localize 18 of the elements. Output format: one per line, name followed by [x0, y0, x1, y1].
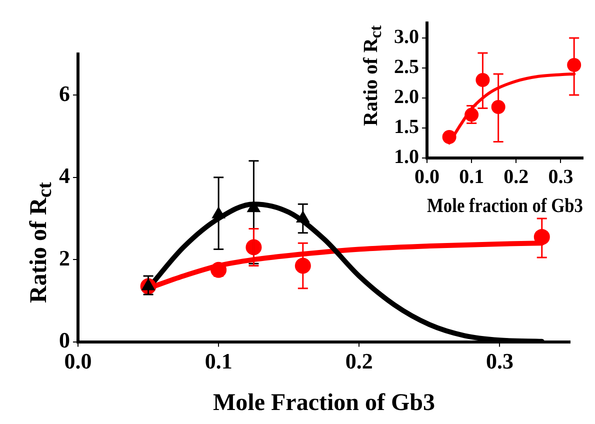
x-axis-title: Mole fraction of Gb3: [427, 195, 583, 218]
y-tick-label: 6: [59, 80, 70, 106]
x-tick-label: 0.3: [486, 348, 514, 374]
y-tick-label: 4: [59, 163, 70, 188]
y-tick-label: 3.0: [394, 26, 419, 48]
y-tick-label: 2: [59, 245, 70, 270]
x-tick-label: 0.0: [414, 166, 440, 188]
y-tick-label: 2.5: [394, 56, 419, 78]
y-tick-label: 1.5: [394, 116, 419, 138]
y-tick-label: 2.0: [394, 86, 419, 108]
x-tick-label: 0.1: [204, 348, 232, 374]
point: [442, 130, 456, 144]
x-tick-label: 0.3: [548, 166, 574, 188]
x-tick-label: 0.1: [459, 166, 484, 188]
y-tick-label: 1.0: [394, 146, 419, 168]
x-axis-title: Mole Fraction of Gb3: [213, 390, 435, 416]
x-tick-label: 0.2: [504, 166, 529, 188]
x-tick-label: 0.2: [345, 348, 373, 374]
